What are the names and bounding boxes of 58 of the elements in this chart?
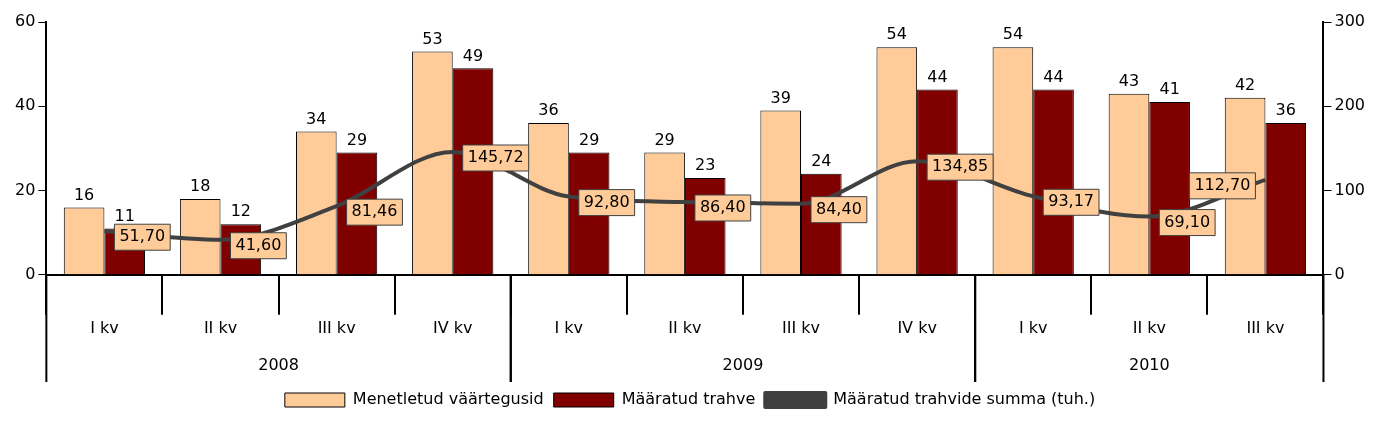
data-label: 54 <box>886 24 907 44</box>
data-label: 145,72 <box>467 147 524 167</box>
data-label: 53 <box>422 28 443 48</box>
data-label: 36 <box>1275 100 1296 120</box>
legend-label: Menetletud väärtegusid <box>352 389 544 409</box>
data-label: 24 <box>811 150 832 170</box>
data-label: 41 <box>1159 79 1180 99</box>
data-label: 134,85 <box>932 156 989 176</box>
x-tick-label: II kv <box>203 317 238 337</box>
data-label: 51,70 <box>119 226 166 246</box>
y-tick-label: 0 <box>25 263 36 283</box>
x-tick-label: IV kv <box>432 317 473 337</box>
x-tick-label: I kv <box>1018 317 1048 337</box>
legend-label: Määratud trahve <box>621 389 756 409</box>
data-label: 29 <box>346 129 368 149</box>
y2-tick-label: 0 <box>1334 263 1345 283</box>
x-tick-label: II kv <box>668 317 702 337</box>
x-tick-label: III kv <box>782 317 820 337</box>
data-label: 18 <box>190 176 211 196</box>
data-label: 11 <box>114 205 135 225</box>
data-label: 41,60 <box>235 234 282 254</box>
data-label: 86,40 <box>699 197 746 217</box>
x-tick-label: III kv <box>1246 317 1285 337</box>
data-label: 36 <box>538 100 559 120</box>
legend-label: Määratud trahvide summa (tuh.) <box>833 389 1096 409</box>
data-label: 16 <box>73 184 95 204</box>
text: 2010 <box>1128 355 1170 375</box>
data-label: 81,46 <box>351 201 398 221</box>
y-tick-label: 20 <box>15 179 36 199</box>
data-label: 92,80 <box>583 191 630 211</box>
data-label: 12 <box>230 201 252 221</box>
y2-tick-label: 100 <box>1334 179 1366 199</box>
data-label: 69,10 <box>1164 211 1211 231</box>
data-label: 93,17 <box>1048 191 1095 211</box>
x-tick-label: III kv <box>317 317 356 337</box>
data-label: 29 <box>578 129 600 149</box>
x-tick-label: IV kv <box>897 317 937 337</box>
text: 2009 <box>722 355 764 375</box>
y2-tick-label: 300 <box>1334 11 1366 31</box>
data-label: 54 <box>1002 24 1024 44</box>
data-label: 84,40 <box>816 198 862 218</box>
data-label: 112,70 <box>1194 174 1251 194</box>
data-label: 42 <box>1234 75 1256 94</box>
text: 2008 <box>258 355 299 375</box>
data-label: 29 <box>654 129 675 149</box>
data-label: 34 <box>306 108 327 128</box>
x-tick-label: II kv <box>1132 317 1166 337</box>
data-label: 39 <box>770 87 791 107</box>
data-label: 44 <box>927 66 948 86</box>
data-label: 44 <box>1043 66 1064 86</box>
data-label: 49 <box>462 45 484 65</box>
data-label: 23 <box>695 155 716 175</box>
y-tick-label: 40 <box>15 95 36 115</box>
data-label: 43 <box>1118 70 1140 90</box>
x-tick-label: I kv <box>554 317 584 337</box>
y2-tick-label: 200 <box>1334 95 1366 115</box>
y-tick-label: 60 <box>15 11 36 31</box>
x-tick-label: I kv <box>90 317 119 337</box>
